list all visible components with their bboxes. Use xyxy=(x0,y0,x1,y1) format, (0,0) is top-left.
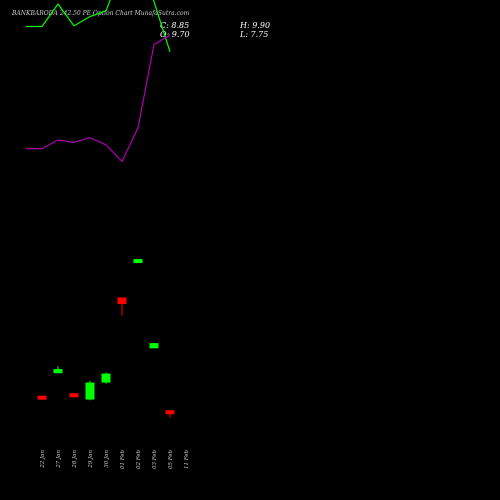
candle-02-feb xyxy=(133,259,143,264)
candle-body xyxy=(117,297,127,305)
candle-body xyxy=(37,395,47,400)
candle-22-jan xyxy=(37,395,47,400)
open-value: O: 9.70 xyxy=(160,30,190,39)
candle-05-feb xyxy=(165,410,175,418)
x-tick-label: 05 Feb xyxy=(168,450,174,470)
x-tick-label: 28 Jan xyxy=(72,450,78,469)
close-value: C: 8.85 xyxy=(160,21,189,30)
candle-body xyxy=(85,382,95,400)
x-tick-label: 03 Feb xyxy=(152,450,158,470)
candle-30-jan xyxy=(101,372,111,384)
candle-body xyxy=(53,369,63,374)
candle-29-jan xyxy=(85,380,95,401)
candle-27-jan xyxy=(53,366,63,374)
x-tick-label: 27 Jan xyxy=(56,450,62,469)
candle-body xyxy=(69,393,79,398)
moving-average-lines xyxy=(26,0,171,163)
x-tick-label: 22 Jan xyxy=(40,450,46,469)
candle-body xyxy=(133,259,143,264)
candle-body xyxy=(165,410,175,415)
high-value: H: 9.90 xyxy=(239,21,270,30)
candle-28-jan xyxy=(69,393,79,398)
low-value: L: 7.75 xyxy=(239,30,268,39)
x-axis-tick-labels: 22 Jan 27 Jan 28 Jan 29 Jan 30 Jan 01 Feb 02 F… xyxy=(40,450,190,470)
candle-body xyxy=(101,373,111,383)
x-tick-label: 30 Jan xyxy=(104,450,110,468)
x-tick-label: 01 Feb xyxy=(120,450,126,470)
x-tick-label: 11 Feb xyxy=(184,450,190,470)
x-tick-label: 29 Jan xyxy=(88,450,94,469)
candle-body xyxy=(149,343,159,349)
x-tick-label: 02 Feb xyxy=(136,450,142,470)
candle-03-feb xyxy=(149,343,159,349)
candle-01-feb xyxy=(117,297,127,316)
ma-line-2 xyxy=(26,34,171,163)
candles xyxy=(37,259,175,418)
ma-line-1 xyxy=(26,0,171,52)
